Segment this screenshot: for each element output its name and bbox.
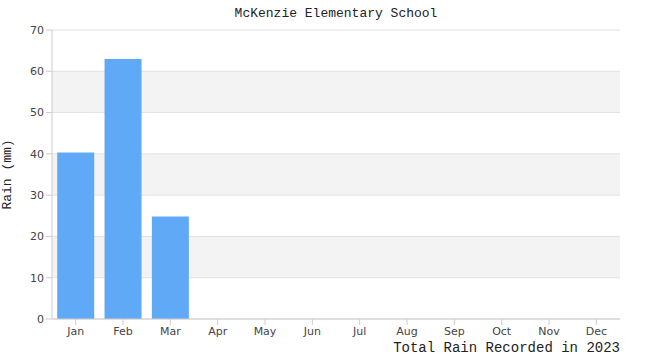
svg-text:Apr: Apr [208,325,228,338]
svg-text:Jan: Jan [66,325,84,338]
svg-text:20: 20 [30,230,44,243]
html-text:Total Rain Recorded in 2023: Total Rain Recorded in 2023 [393,340,620,356]
svg-text:0: 0 [37,313,44,326]
html-text:McKenzie Elementary School: McKenzie Elementary School [234,6,438,21]
svg-text:Feb: Feb [113,325,132,338]
svg-text:30: 30 [30,189,44,202]
svg-text:Rain (mm): Rain (mm) [8,139,15,209]
svg-text:May: May [254,325,277,338]
svg-text:Aug: Aug [396,325,417,338]
svg-text:Sep: Sep [444,325,465,338]
svg-text:Mar: Mar [160,325,181,338]
svg-text:40: 40 [30,148,44,161]
svg-text:70: 70 [30,24,44,37]
svg-text:Dec: Dec [586,325,607,338]
svg-text:Jun: Jun [303,325,321,338]
svg-text:Nov: Nov [538,325,560,338]
svg-text:50: 50 [30,106,44,119]
svg-text:10: 10 [30,272,44,285]
svg-text:Oct: Oct [492,325,512,338]
svg-text:60: 60 [30,65,44,78]
svg-text:Jul: Jul [352,325,366,338]
